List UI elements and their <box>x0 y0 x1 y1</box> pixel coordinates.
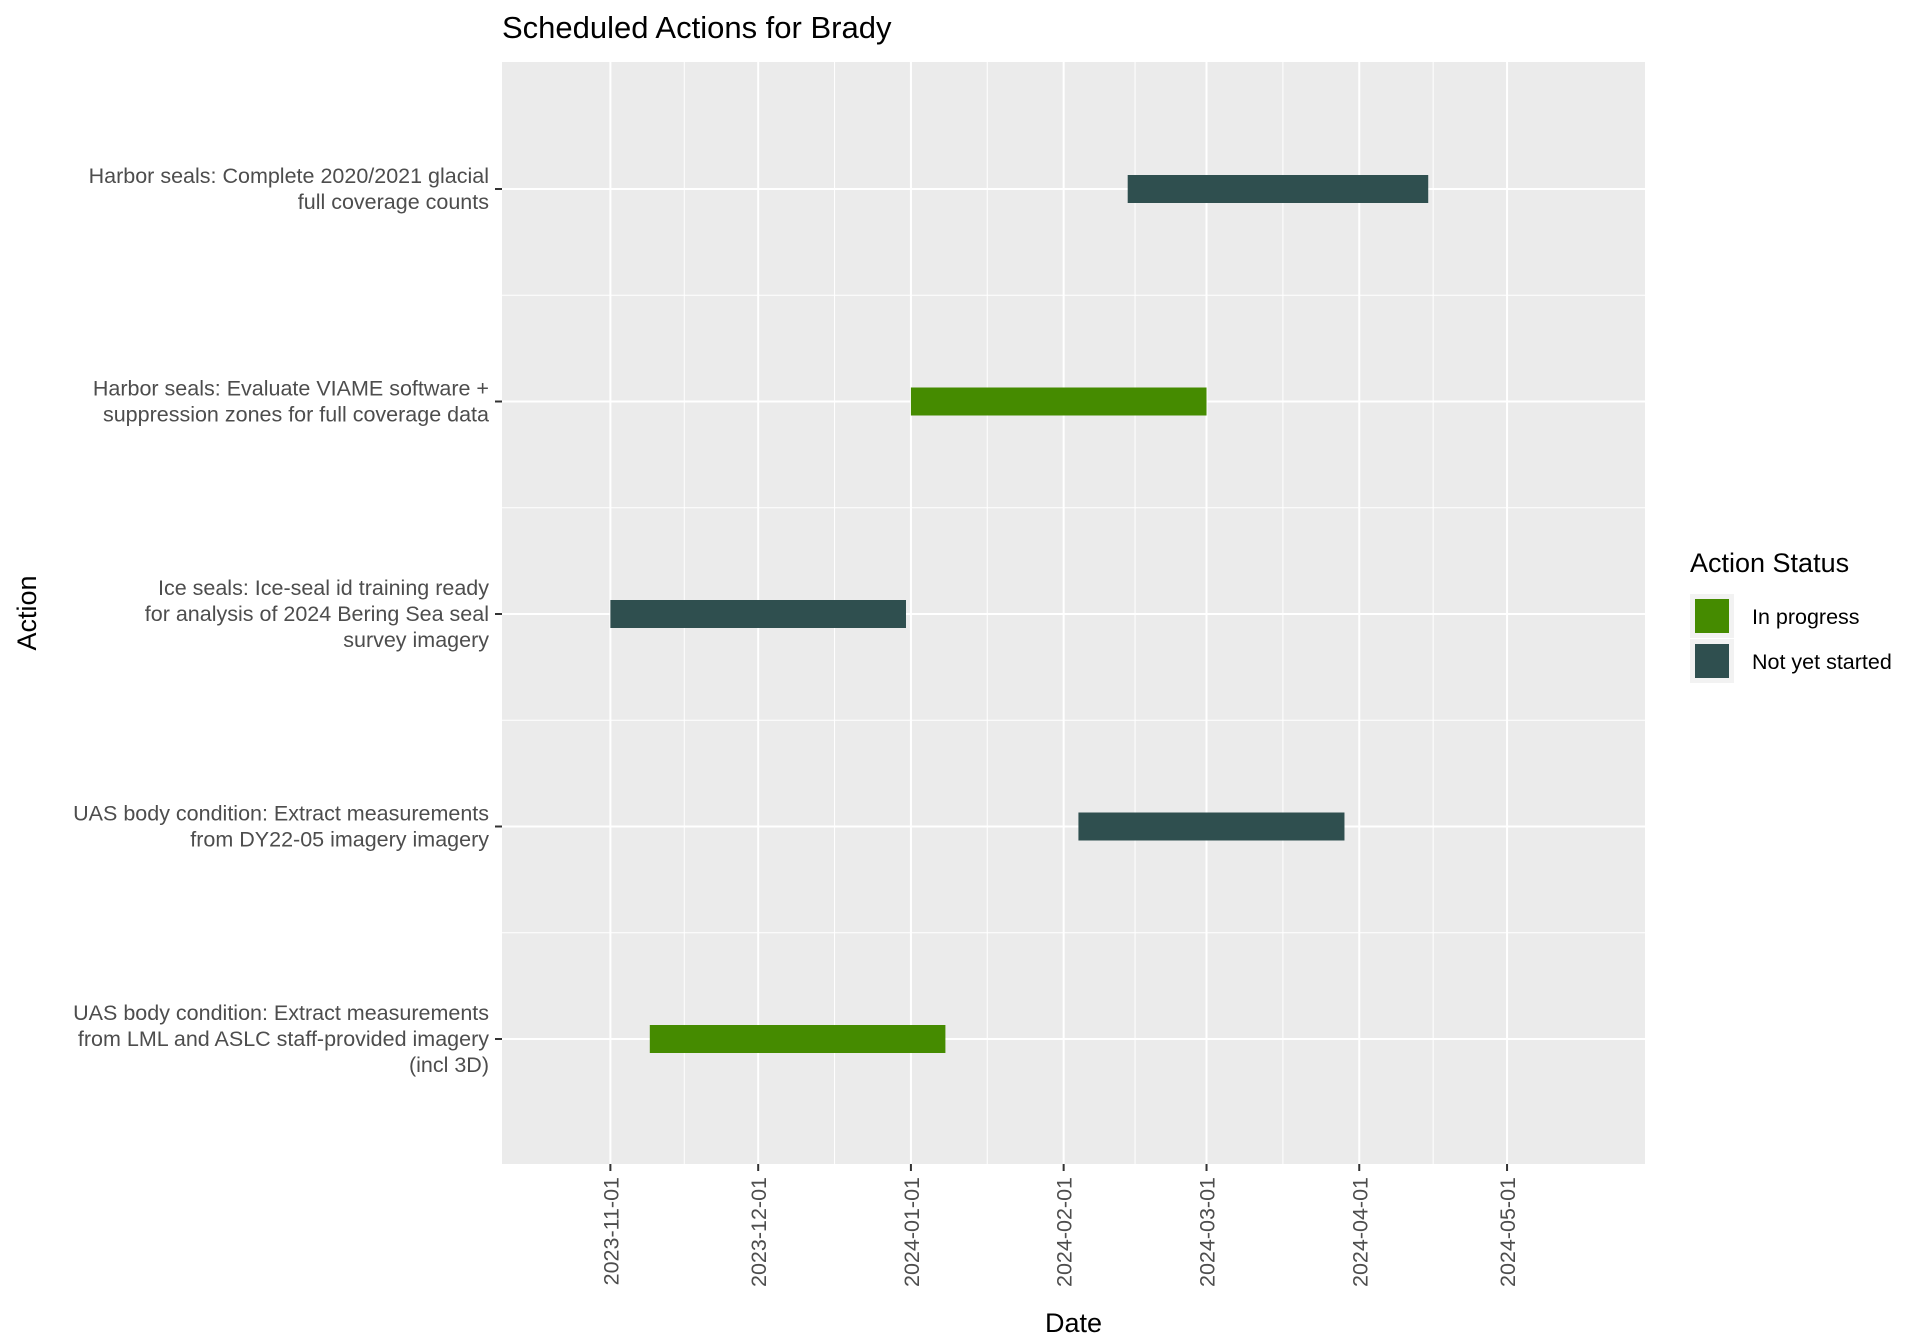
x-tick-label: 2024-02-01 <box>1053 1177 1077 1287</box>
y-tick-label-line: for analysis of 2024 Bering Sea seal <box>145 602 489 626</box>
y-tick-label: UAS body condition: Extract measurements… <box>73 1001 489 1077</box>
task-bars <box>610 175 1429 1053</box>
x-tick-label: 2023-12-01 <box>747 1177 771 1287</box>
y-tick-label: Ice seals: Ice-seal id training ready for… <box>145 576 489 652</box>
y-tick-label-line: Harbor seals: Complete 2020/2021 glacial <box>89 164 489 188</box>
y-tick-label-line: (incl 3D) <box>409 1053 489 1077</box>
y-tick-label: UAS body condition: Extract measurements… <box>73 802 489 852</box>
task-bar <box>1127 175 1429 203</box>
y-tick-label: Harbor seals: Complete 2020/2021 glacial… <box>89 164 489 214</box>
y-axis-title: Action <box>12 575 42 650</box>
task-bar <box>610 600 906 628</box>
legend: Action Status In progress Not yet started <box>1690 548 1892 683</box>
y-tick-label-line: UAS body condition: Extract measurements <box>73 1001 489 1025</box>
x-tick-label: 2024-01-01 <box>900 1177 924 1287</box>
y-tick-label-line: Ice seals: Ice-seal id training ready <box>158 576 489 600</box>
x-tick-label: 2023-11-01 <box>599 1177 623 1285</box>
y-axis: Harbor seals: Complete 2020/2021 glacial… <box>73 164 502 1077</box>
legend-title: Action Status <box>1690 548 1849 578</box>
task-bar <box>1078 812 1345 841</box>
y-tick-label-line: from DY22-05 imagery imagery <box>190 828 489 852</box>
chart-title: Scheduled Actions for Brady <box>502 10 892 45</box>
y-tick-label-line: suppression zones for full coverage data <box>103 403 489 427</box>
y-tick-label-line: from LML and ASLC staff-provided imagery <box>78 1027 489 1051</box>
legend-swatch <box>1695 644 1729 678</box>
x-tick-label: 2024-04-01 <box>1348 1177 1372 1287</box>
legend-swatch <box>1695 599 1729 633</box>
legend-label: In progress <box>1752 605 1860 629</box>
x-tick-label: 2024-05-01 <box>1496 1177 1520 1287</box>
y-tick-label-line: UAS body condition: Extract measurements <box>73 802 489 826</box>
task-bar <box>910 387 1207 416</box>
y-tick-label-line: Harbor seals: Evaluate VIAME software + <box>93 377 489 401</box>
legend-label: Not yet started <box>1752 650 1892 674</box>
task-bar <box>649 1025 946 1053</box>
x-axis-title: Date <box>1045 1308 1102 1338</box>
x-axis: 2023-11-01 2023-12-01 2024-01-01 2024-02-01… <box>599 1164 1520 1287</box>
y-tick-label: Harbor seals: Evaluate VIAME software + s… <box>93 377 489 427</box>
y-tick-label-line: full coverage counts <box>298 190 489 214</box>
y-tick-label-line: survey imagery <box>343 628 489 652</box>
x-tick-label: 2024-03-01 <box>1196 1177 1220 1287</box>
